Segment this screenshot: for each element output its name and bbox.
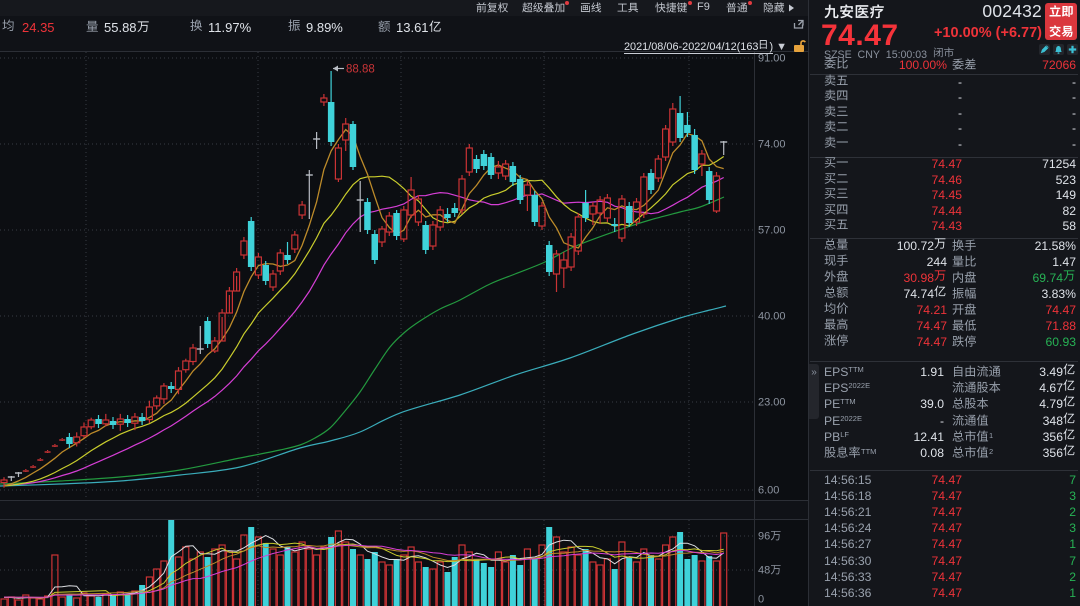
svg-text:6.00: 6.00	[758, 485, 779, 497]
svg-text:40.00: 40.00	[758, 311, 786, 323]
svg-text:57.00: 57.00	[758, 225, 786, 237]
svg-text:74.00: 74.00	[758, 139, 786, 151]
svg-text:0: 0	[758, 594, 764, 606]
svg-text:91.00: 91.00	[758, 53, 786, 65]
svg-text:88.88: 88.88	[346, 64, 375, 76]
svg-text:23.00: 23.00	[758, 397, 786, 409]
svg-text:48: 48	[758, 565, 770, 577]
svg-text:96: 96	[758, 531, 770, 543]
